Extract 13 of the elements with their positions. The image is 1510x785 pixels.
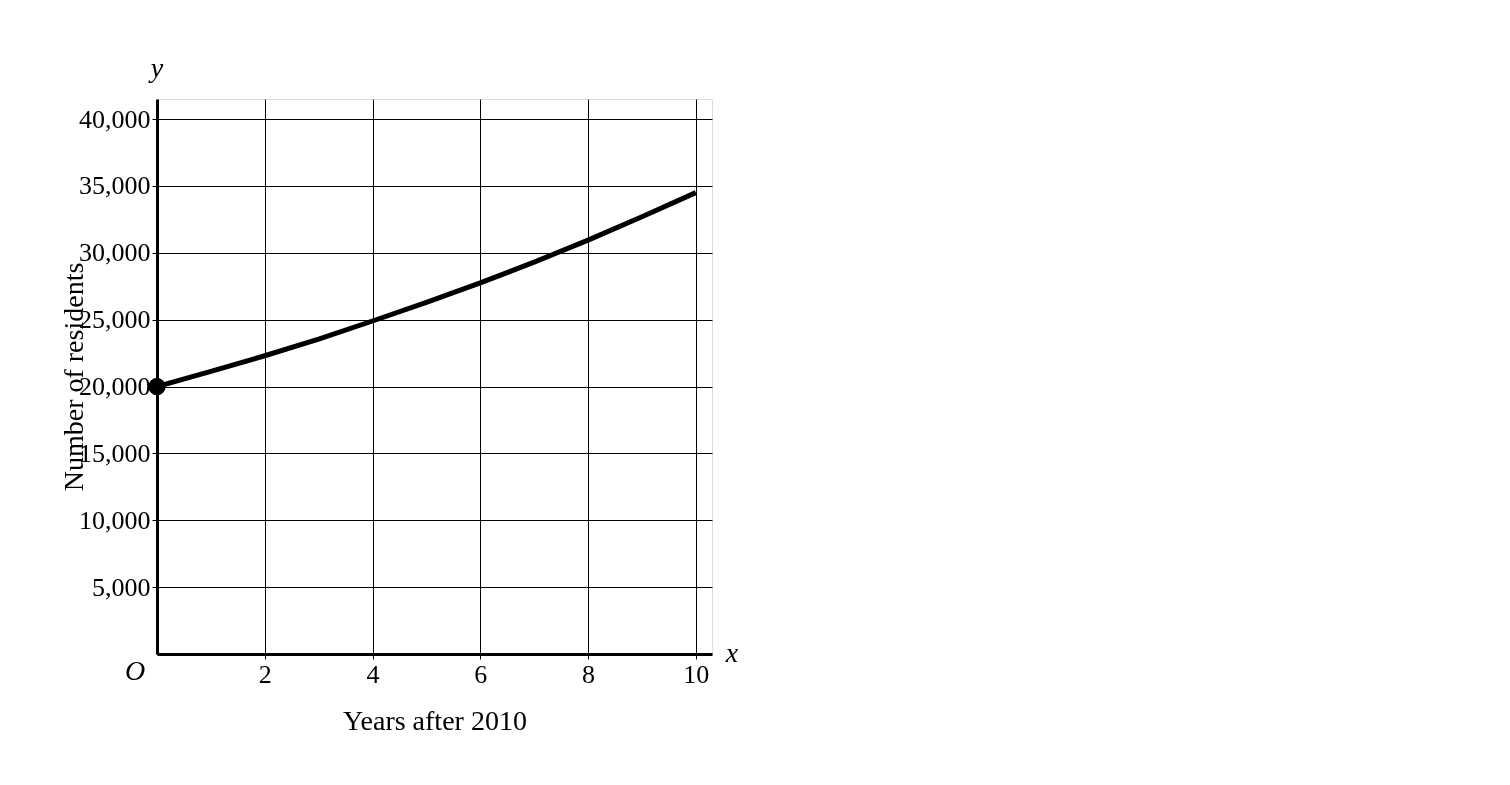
text: y xyxy=(147,52,164,83)
x-tick-label: 8 xyxy=(582,659,596,689)
text: x xyxy=(724,637,739,668)
text: O xyxy=(124,655,146,686)
x-axis-title: Years after 2010 xyxy=(343,704,527,736)
x-tick-label: 10 xyxy=(683,659,710,689)
y-tick-label: 40,000 xyxy=(79,104,151,134)
x-tick-label: 6 xyxy=(474,659,488,689)
x-tick-label: 2 xyxy=(258,659,272,689)
y-tick-label: 5,000 xyxy=(92,572,151,602)
y-tick-label: 10,000 xyxy=(79,505,151,535)
x-tick-label: 4 xyxy=(366,659,380,689)
y-tick-label: 35,000 xyxy=(79,171,151,201)
